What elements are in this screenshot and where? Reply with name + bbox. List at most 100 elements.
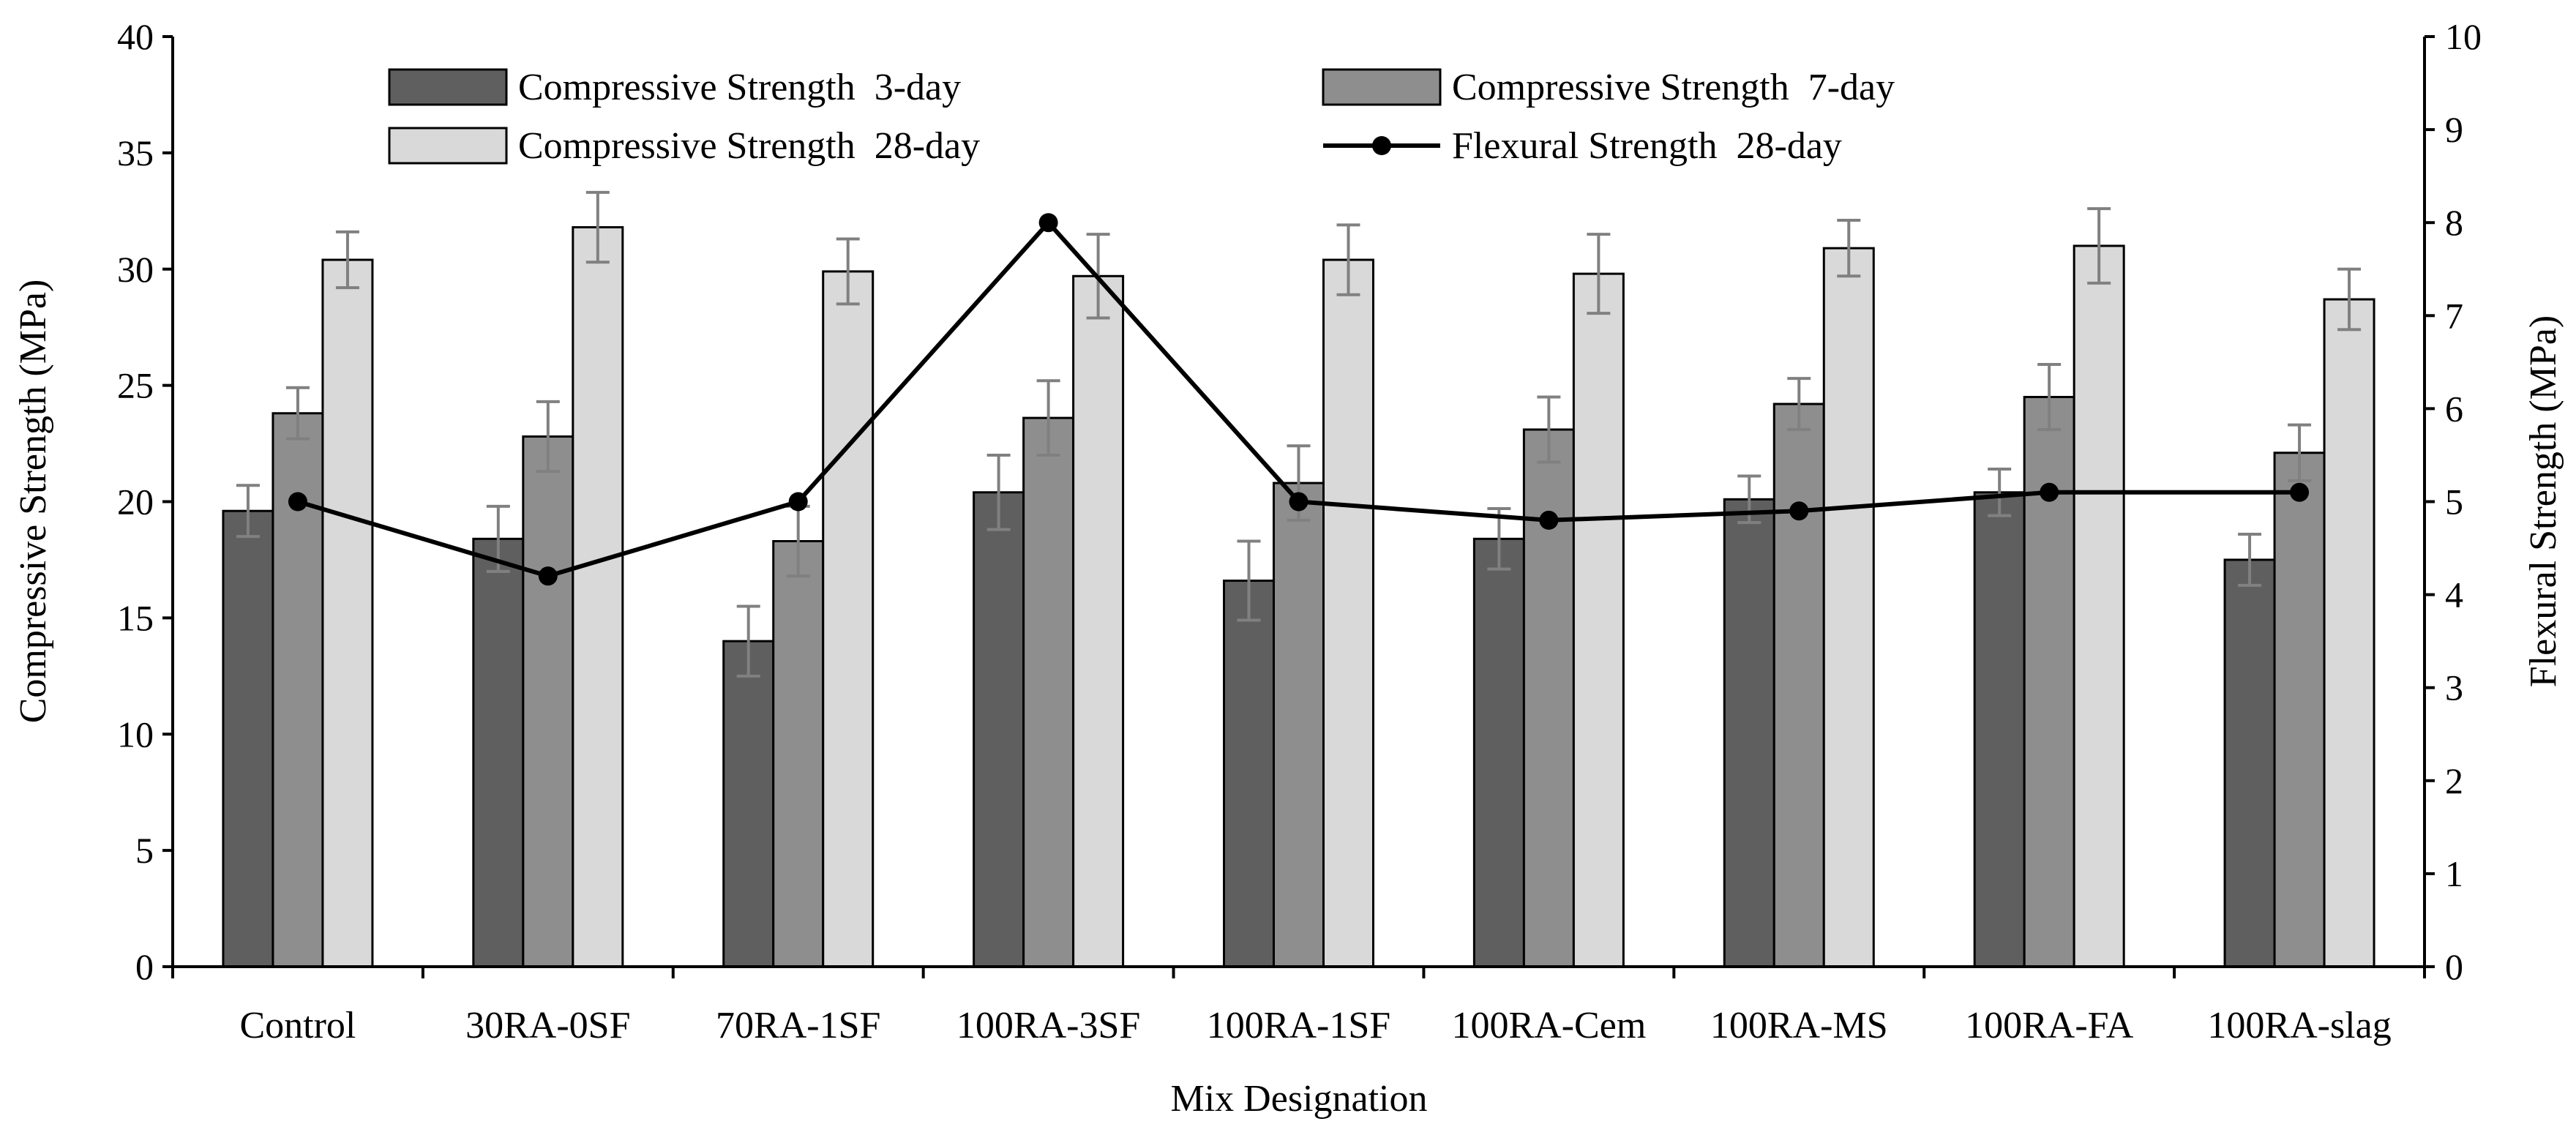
bar-30RA-0SF-series1 <box>522 435 574 968</box>
right-y-tick-label: 2 <box>2445 760 2463 801</box>
x-category-label: 100RA-Cem <box>1452 1005 1647 1046</box>
bar-100RA-1SF-series0 <box>1223 580 1275 968</box>
x-category-label: 100RA-FA <box>1965 1005 2134 1046</box>
error-bar-100RA-slag-series1 <box>2288 423 2312 482</box>
right-y-tick-label: 3 <box>2445 667 2463 708</box>
error-bar-Control-series1 <box>285 386 310 441</box>
error-bar-100RA-slag-series0 <box>2238 532 2262 587</box>
left-y-axis-title: Compressive Strength (MPa) <box>12 280 54 724</box>
legend-swatch-28day <box>388 127 508 165</box>
error-bar-100RA-1SF-series0 <box>1237 539 1261 622</box>
x-axis-title: Mix Designation <box>1171 1078 1428 1120</box>
right-y-axis-title: Flexural Strength (MPa) <box>2523 315 2564 687</box>
right-y-tick-label: 8 <box>2445 202 2463 243</box>
left-y-tick-label: 5 <box>135 830 154 871</box>
bar-70RA-1SF-series1 <box>772 540 825 968</box>
flexural-point-70RA-1SF <box>788 492 808 512</box>
legend-label-3day: Compressive Strength 3-day <box>518 67 961 108</box>
legend-swatch-7day <box>1322 68 1442 106</box>
legend: Compressive Strength 3-day Compressive S… <box>388 67 1895 167</box>
legend-label-flexural: Flexural Strength 28-day <box>1452 125 1842 167</box>
left-y-tick-label: 0 <box>135 946 154 987</box>
bars-layer <box>222 226 2375 968</box>
right-y-tick-label: 0 <box>2445 946 2463 987</box>
left-y-tick-label: 35 <box>117 132 154 173</box>
bar-100RA-Cem-series0 <box>1472 537 1525 968</box>
right-y-ticks: 0 1 2 3 4 5 6 7 8 9 10 <box>2425 16 2482 987</box>
bar-100RA-FA-series2 <box>2073 244 2125 968</box>
x-category-label: 30RA-0SF <box>465 1005 630 1046</box>
legend-label-7day: Compressive Strength 7-day <box>1452 67 1895 108</box>
left-y-tick-label: 30 <box>117 249 154 290</box>
x-ticks: Control 30RA-0SF 70RA-1SF 100RA-3SF 100RA-1S… <box>171 967 2426 1046</box>
error-bar-100RA-1SF-series2 <box>1336 223 1360 296</box>
flexural-point-100RA-1SF <box>1289 492 1308 512</box>
bar-100RA-Cem-series1 <box>1522 428 1575 968</box>
flexural-point-100RA-3SF <box>1038 213 1058 233</box>
bar-100RA-slag-series1 <box>2273 452 2326 968</box>
error-bar-100RA-3SF-series0 <box>986 453 1011 531</box>
error-bar-70RA-1SF-series0 <box>736 604 760 678</box>
bar-100RA-3SF-series1 <box>1022 416 1075 968</box>
error-bar-100RA-FA-series2 <box>2087 207 2111 285</box>
error-bar-100RA-MS-series2 <box>1837 219 1861 278</box>
bar-100RA-3SF-series2 <box>1072 274 1125 968</box>
bar-100RA-Cem-series2 <box>1572 272 1625 968</box>
flexural-point-Control <box>288 492 307 512</box>
right-y-tick-label: 5 <box>2445 482 2463 522</box>
bar-100RA-1SF-series1 <box>1273 482 1325 968</box>
left-y-tick-label: 25 <box>117 365 154 406</box>
flexural-point-100RA-FA <box>2040 482 2059 502</box>
error-bar-30RA-0SF-series2 <box>585 190 610 264</box>
legend-label-28day: Compressive Strength 28-day <box>518 125 980 167</box>
x-category-label: 70RA-1SF <box>716 1005 880 1046</box>
bar-100RA-MS-series0 <box>1723 498 1775 968</box>
x-category-label: 100RA-MS <box>1710 1005 1888 1046</box>
right-y-tick-label: 4 <box>2445 574 2463 615</box>
bar-30RA-0SF-series2 <box>572 226 624 968</box>
x-category-label: 100RA-3SF <box>956 1005 1140 1046</box>
bar-Control-series2 <box>321 258 374 968</box>
bar-100RA-MS-series1 <box>1772 402 1825 968</box>
legend-swatch-3day <box>388 68 508 106</box>
bar-70RA-1SF-series2 <box>822 270 875 968</box>
x-category-label: Control <box>239 1005 356 1046</box>
right-y-tick-label: 6 <box>2445 388 2463 429</box>
left-y-tick-label: 15 <box>117 597 154 638</box>
bar-Control-series0 <box>222 509 274 968</box>
left-y-tick-label: 10 <box>117 713 154 754</box>
left-y-tick-label: 40 <box>117 16 154 57</box>
error-bar-70RA-1SF-series2 <box>836 237 860 306</box>
bar-100RA-slag-series2 <box>2323 298 2375 968</box>
right-y-tick-label: 9 <box>2445 109 2463 150</box>
flexural-line-layer <box>288 213 2310 586</box>
left-y-tick-label: 20 <box>117 482 154 522</box>
bar-100RA-FA-series0 <box>1973 491 2026 968</box>
bar-100RA-FA-series1 <box>2023 396 2075 968</box>
bar-100RA-3SF-series0 <box>973 491 1025 968</box>
error-bar-30RA-0SF-series1 <box>536 400 560 473</box>
x-category-label: 100RA-slag <box>2207 1005 2391 1046</box>
legend-marker-flexural <box>1372 136 1391 155</box>
error-bar-100RA-Cem-series1 <box>1537 395 1561 464</box>
flexural-point-100RA-slag <box>2290 482 2310 502</box>
error-bar-100RA-3SF-series1 <box>1036 379 1060 457</box>
right-y-tick-label: 1 <box>2445 853 2463 894</box>
error-bar-100RA-FA-series1 <box>2037 363 2062 431</box>
bar-70RA-1SF-series0 <box>722 640 775 968</box>
flexural-point-100RA-MS <box>1789 501 1809 521</box>
error-bar-Control-series2 <box>335 230 359 290</box>
left-y-ticks: 0 5 10 15 20 25 30 35 40 <box>117 16 173 987</box>
x-category-label: 100RA-1SF <box>1207 1005 1390 1046</box>
error-bar-100RA-FA-series0 <box>1988 468 2012 517</box>
error-bar-100RA-MS-series1 <box>1787 377 1811 431</box>
bar-100RA-1SF-series2 <box>1322 258 1374 968</box>
right-y-tick-label: 7 <box>2445 295 2463 336</box>
flexural-point-100RA-Cem <box>1539 510 1559 530</box>
error-bar-100RA-Cem-series2 <box>1587 233 1611 315</box>
error-bar-Control-series0 <box>236 484 260 539</box>
error-bar-100RA-slag-series2 <box>2337 267 2362 331</box>
bar-100RA-slag-series0 <box>2223 558 2276 968</box>
bar-100RA-MS-series2 <box>1822 247 1875 968</box>
